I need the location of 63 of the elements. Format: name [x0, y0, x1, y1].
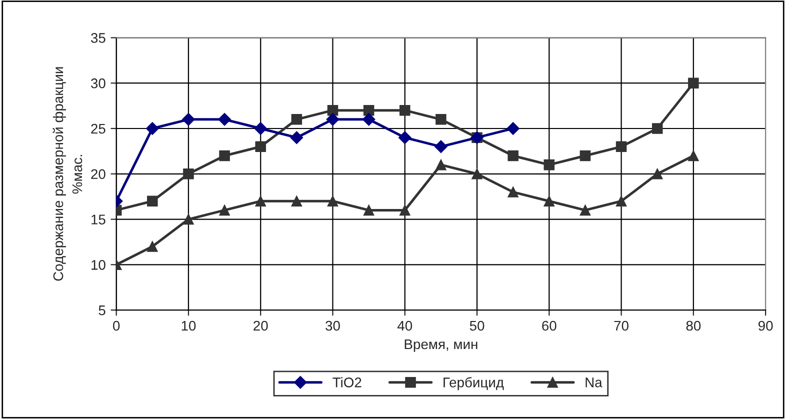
- point: [219, 150, 230, 162]
- point: [327, 196, 338, 206]
- point: [183, 214, 194, 225]
- point: [436, 114, 446, 125]
- point: [436, 159, 446, 170]
- x-tick-label: 60: [542, 320, 556, 331]
- point: [291, 114, 302, 125]
- point: [544, 196, 555, 206]
- point: [688, 150, 699, 162]
- x-tick-label: 80: [686, 320, 701, 331]
- point: [255, 141, 266, 152]
- point: [399, 204, 410, 216]
- x-tick-label: 70: [614, 320, 628, 331]
- point: [362, 113, 376, 126]
- point: [544, 159, 555, 170]
- legend-label: TiO2: [332, 377, 362, 388]
- x-tick-label: 0: [113, 320, 120, 331]
- legend-label: Na: [586, 378, 602, 388]
- point: [399, 104, 410, 116]
- point: [182, 113, 195, 126]
- y-axis-title: Содержание размерной фракции %мас.: [52, 67, 82, 281]
- point: [326, 113, 340, 126]
- point: [290, 131, 304, 144]
- point: [580, 204, 591, 216]
- y-tick-label: 15: [92, 214, 106, 224]
- point: [255, 196, 266, 206]
- x-axis-title: Время, мин: [404, 339, 478, 352]
- point: [218, 113, 231, 126]
- point: [652, 168, 663, 180]
- y-tick-label: 5: [98, 306, 106, 316]
- point: [508, 150, 518, 162]
- point: [363, 104, 374, 116]
- point: [580, 150, 591, 162]
- point: [472, 168, 482, 180]
- point: [147, 241, 158, 252]
- point: [508, 186, 518, 198]
- x-tick-label: 10: [182, 320, 196, 331]
- legend-label: Гербицид: [444, 377, 504, 390]
- y-tick-label: 20: [91, 169, 106, 180]
- x-tick-label: 30: [326, 320, 340, 331]
- point: [434, 140, 448, 154]
- point: [398, 131, 412, 144]
- point: [146, 122, 159, 135]
- y-tick-label: 35: [90, 33, 106, 43]
- point: [291, 196, 302, 206]
- point: [363, 204, 374, 216]
- point: [616, 141, 627, 152]
- point: [616, 196, 627, 206]
- point: [688, 78, 699, 88]
- point: [506, 122, 520, 135]
- point: [147, 196, 158, 206]
- y-tick-label: 30: [90, 78, 106, 88]
- point: [219, 204, 230, 216]
- point: [183, 168, 194, 180]
- point: [254, 122, 268, 135]
- y-tick-label: 25: [91, 124, 106, 134]
- x-tick-label: 20: [254, 320, 268, 331]
- point: [652, 123, 663, 134]
- x-tick-label: 90: [758, 320, 773, 331]
- x-tick-label: 50: [470, 320, 484, 331]
- x-tick-label: 40: [397, 320, 412, 331]
- y-tick-label: 10: [92, 260, 106, 270]
- point: [327, 104, 338, 116]
